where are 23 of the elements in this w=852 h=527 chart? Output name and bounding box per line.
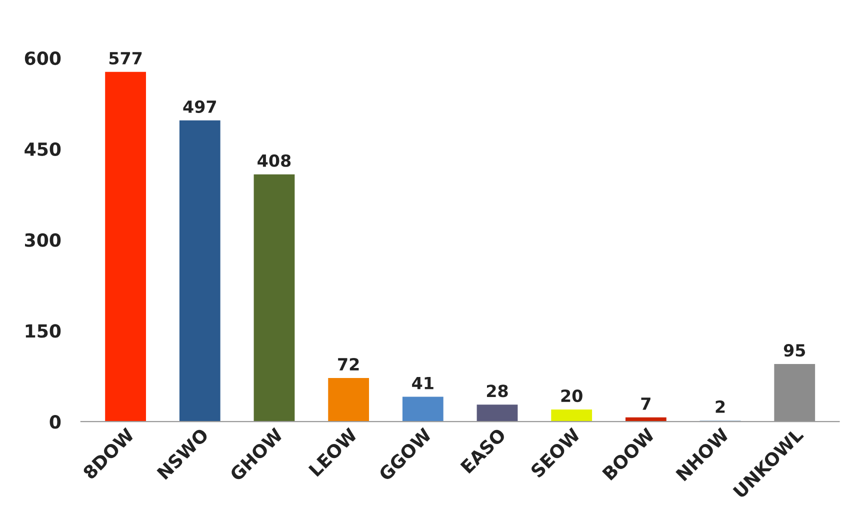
y-tick-label: 150 <box>26 324 61 338</box>
data-label: 497 <box>183 100 216 113</box>
data-label: 7 <box>641 398 650 410</box>
bar <box>179 120 220 422</box>
data-label: 577 <box>109 52 142 65</box>
data-label: 72 <box>338 358 359 370</box>
bar <box>328 378 370 422</box>
bar <box>476 404 518 422</box>
y-tick-label: 600 <box>24 51 61 66</box>
data-label: 408 <box>258 154 291 167</box>
y-tick-label: 450 <box>24 142 61 156</box>
bar <box>774 364 816 422</box>
bar <box>105 72 146 422</box>
data-label: 2 <box>716 400 725 413</box>
y-tick-label: 0 <box>50 415 61 429</box>
data-label: 28 <box>486 384 508 398</box>
bar <box>551 409 592 422</box>
bar <box>254 174 295 422</box>
data-label: 95 <box>784 344 806 357</box>
data-label: 41 <box>412 376 434 390</box>
data-label: 20 <box>561 389 582 402</box>
bar <box>402 396 444 422</box>
y-tick-label: 300 <box>25 233 61 247</box>
